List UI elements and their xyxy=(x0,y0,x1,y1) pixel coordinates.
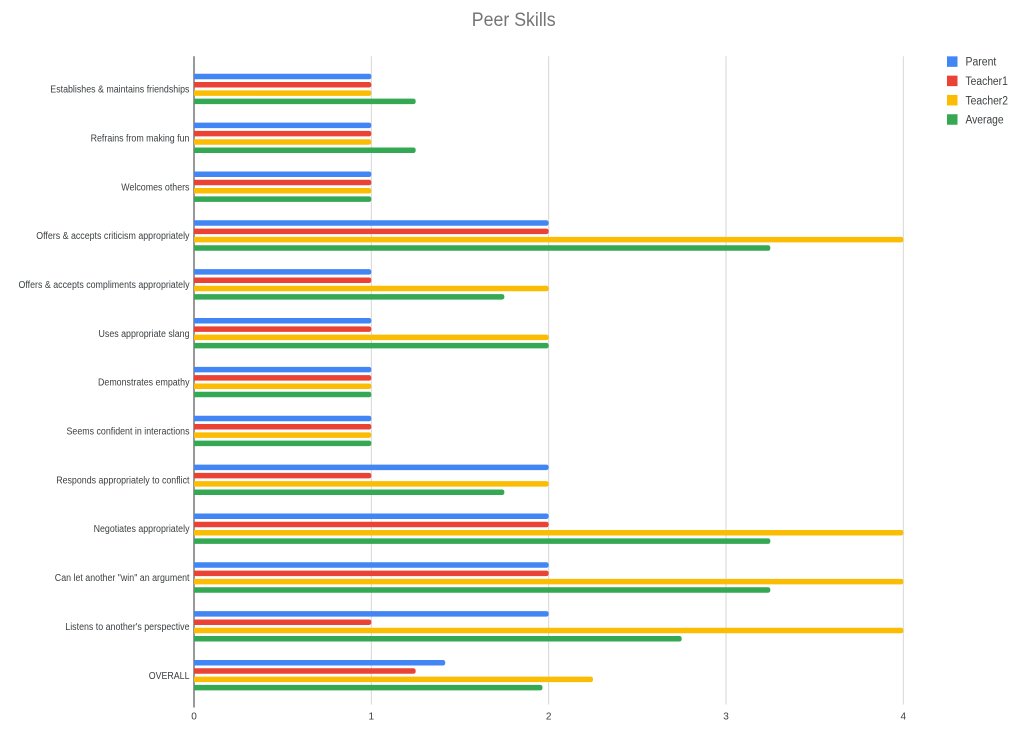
svg-text:1: 1 xyxy=(369,712,375,723)
svg-text:Seems confident in interaction: Seems confident in interactions xyxy=(67,427,190,438)
svg-text:Establishes & maintains friend: Establishes & maintains friendships xyxy=(50,85,189,96)
svg-text:Teacher1: Teacher1 xyxy=(966,76,1008,88)
svg-text:Average: Average xyxy=(966,115,1004,127)
svg-text:2: 2 xyxy=(546,712,552,723)
svg-text:Parent: Parent xyxy=(966,57,998,69)
svg-text:Demonstrates empathy: Demonstrates empathy xyxy=(98,378,190,389)
svg-text:Refrains from making fun: Refrains from making fun xyxy=(91,133,190,144)
svg-text:Negotiates appropriately: Negotiates appropriately xyxy=(94,524,190,535)
svg-text:Listens to another's perspecti: Listens to another's perspective xyxy=(65,622,190,633)
svg-text:0: 0 xyxy=(191,712,197,723)
svg-text:Welcomes others: Welcomes others xyxy=(121,182,189,193)
svg-text:3: 3 xyxy=(723,712,729,723)
svg-text:OVERALL: OVERALL xyxy=(149,671,190,682)
svg-text:Teacher2: Teacher2 xyxy=(966,95,1009,107)
svg-text:4: 4 xyxy=(901,712,907,723)
svg-text:Responds appropriately to conf: Responds appropriately to conflict xyxy=(56,475,189,486)
svg-text:Offers & accepts compliments a: Offers & accepts compliments appropriate… xyxy=(19,280,190,291)
svg-text:Uses appropriate slang: Uses appropriate slang xyxy=(99,329,190,340)
svg-text:Peer Skills: Peer Skills xyxy=(472,9,556,31)
svg-text:Offers & accepts criticism app: Offers & accepts criticism appropriately xyxy=(36,231,189,242)
svg-text:Can let another "win" an argum: Can let another "win" an argument xyxy=(55,573,190,584)
